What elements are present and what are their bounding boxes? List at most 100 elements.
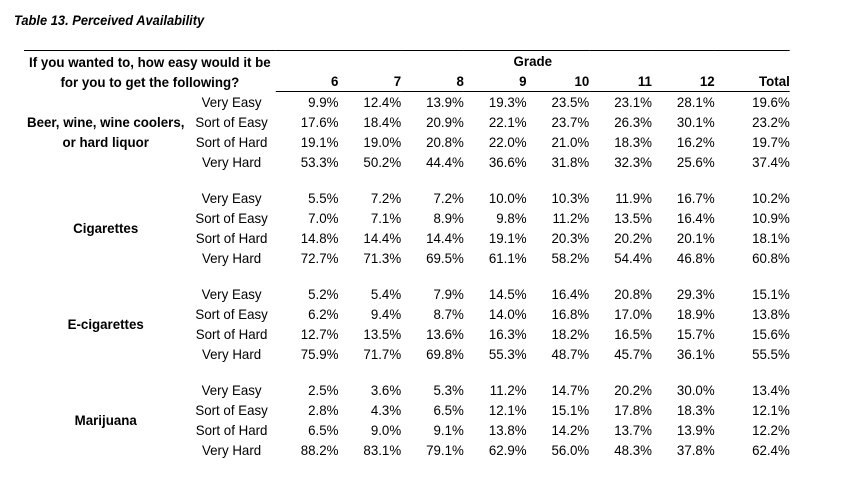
value-cell: 5.5%	[308, 190, 339, 206]
value-cell: 13.5%	[363, 326, 402, 342]
value-cell: 20.9%	[426, 114, 464, 130]
grade-header: Grade	[275, 50, 790, 71]
value-cell: 6.5%	[433, 402, 464, 418]
response-label: Very Hard	[202, 154, 262, 170]
column-header-9: 9	[463, 71, 527, 92]
value-cell: 16.5%	[614, 326, 652, 342]
value-cell: 2.8%	[308, 402, 339, 418]
value-cell: 29.3%	[676, 286, 715, 302]
value-cell: 10.2%	[752, 190, 790, 206]
response-label: Very Hard	[202, 346, 262, 362]
table-row: Beer, wine, wine coolers, or hard liquor…	[24, 92, 790, 150]
value-cell: 9.8%	[496, 210, 527, 226]
value-cell: 60.8%	[752, 250, 790, 266]
value-cell: 9.4%	[370, 306, 402, 322]
value-cell: 13.9%	[676, 422, 715, 438]
value-cell: 14.4%	[426, 230, 464, 246]
value-cell: 2.5%	[308, 382, 339, 398]
value-cell: 14.2%	[551, 422, 590, 438]
value-cell: 46.8%	[676, 250, 715, 266]
perceived-availability-table: If you wanted to, how easy would it be f…	[24, 50, 790, 460]
table-row: Very Hard 88.2% 83.1% 79.1% 62.9% 56.0% 48.3% 3…	[24, 440, 790, 460]
value-cell: 17.8%	[614, 402, 652, 418]
value-cell: 4.3%	[370, 402, 402, 418]
value-cell: 7.1%	[370, 210, 402, 226]
value-cell: 17.6%	[300, 114, 339, 130]
value-cell: 22.1%	[488, 114, 527, 130]
value-cell: 71.7%	[363, 346, 402, 362]
value-cell: 12.4%	[363, 94, 402, 110]
value-cell: 18.3%	[676, 402, 715, 418]
value-cell: 23.7%	[551, 114, 590, 130]
response-label: Very Easy	[201, 286, 262, 302]
table-row: Sort of Easy 2.8% 4.3% 6.5% 12.1% 15.1% 17.8% 1…	[24, 400, 790, 420]
value-cell: 20.1%	[676, 230, 715, 246]
value-cell: 79.1%	[426, 442, 464, 458]
column-header-10: 10	[526, 71, 590, 92]
value-cell: 18.4%	[363, 114, 402, 130]
value-cell: 21.0%	[551, 134, 590, 150]
value-cell: 58.2%	[551, 250, 590, 266]
value-cell: 12.2%	[752, 422, 790, 438]
value-cell: 53.3%	[300, 154, 339, 170]
value-cell: 6.2%	[308, 306, 339, 322]
table-title: Table 13. Perceived Availability	[14, 12, 205, 28]
value-cell: 18.1%	[752, 230, 790, 246]
value-cell: 56.0%	[551, 442, 590, 458]
value-cell: 31.8%	[551, 154, 590, 170]
value-cell: 12.1%	[752, 402, 790, 418]
value-cell: 13.8%	[488, 422, 527, 438]
value-cell: 5.3%	[433, 382, 464, 398]
value-cell: 14.7%	[551, 382, 590, 398]
value-cell: 12.1%	[488, 402, 527, 418]
column-header-8: 8	[401, 71, 464, 92]
value-cell: 71.3%	[363, 250, 402, 266]
table-row: Cigarettes Very Easy 5.5% 7.2% 7.2% 10.0% 10.3…	[24, 188, 790, 236]
value-cell: 55.5%	[752, 346, 790, 362]
value-cell: 50.2%	[363, 154, 402, 170]
value-cell: 12.7%	[300, 326, 339, 342]
value-cell: 88.2%	[300, 442, 339, 458]
value-cell: 13.9%	[426, 94, 464, 110]
value-cell: 13.5%	[614, 210, 652, 226]
value-cell: 37.4%	[752, 154, 790, 170]
value-cell: 18.9%	[676, 306, 715, 322]
value-cell: 15.1%	[551, 402, 590, 418]
value-cell: 9.1%	[433, 422, 464, 438]
table-row: Very Hard 75.9% 71.7% 69.8% 55.3% 48.7% 45.7% 3…	[24, 344, 790, 364]
value-cell: 48.7%	[551, 346, 590, 362]
value-cell: 9.0%	[370, 422, 402, 438]
value-cell: 61.1%	[488, 250, 527, 266]
response-label: Very Easy	[201, 93, 262, 110]
value-cell: 23.5%	[551, 94, 590, 110]
response-label: Sort of Hard	[195, 326, 268, 342]
table-row: Sort of Easy 17.6% 18.4% 20.9% 22.1% 23.7% 26.…	[24, 112, 789, 132]
value-cell: 11.2%	[489, 382, 527, 398]
value-cell: 5.2%	[308, 286, 339, 302]
table-row: Sort of Hard 19.1% 19.0% 20.8% 22.0% 21.0% 18.…	[24, 132, 790, 152]
table-row: Marijuana Very Easy 2.5% 3.6% 5.3% 11.2% 14.7%…	[24, 380, 790, 428]
substance-label: Marijuana	[74, 412, 137, 428]
column-header-6: 6	[275, 71, 339, 92]
question-header: If you wanted to, how easy would it be f…	[24, 50, 276, 92]
value-cell: 69.5%	[426, 250, 464, 266]
value-cell: 54.4%	[614, 250, 652, 266]
column-header-total: Total	[714, 71, 790, 92]
value-cell: 14.5%	[488, 286, 527, 302]
value-cell: 15.6%	[752, 326, 790, 342]
value-cell: 16.7%	[676, 190, 715, 206]
value-cell: 9.9%	[308, 94, 339, 110]
value-cell: 32.3%	[614, 154, 652, 170]
response-label: Sort of Easy	[195, 402, 268, 418]
value-cell: 14.4%	[363, 230, 402, 246]
value-cell: 16.4%	[676, 210, 715, 226]
response-label: Very Easy	[201, 190, 262, 206]
value-cell: 25.6%	[676, 154, 715, 170]
value-cell: 13.7%	[614, 422, 652, 438]
column-header-11: 11	[589, 71, 652, 92]
value-cell: 7.2%	[370, 190, 402, 206]
value-cell: 83.1%	[363, 442, 402, 458]
table-row: E-cigarettes Very Easy 5.2% 5.4% 7.9% 14.5% 16…	[24, 284, 790, 332]
response-label: Sort of Hard	[195, 134, 268, 150]
value-cell: 20.8%	[426, 134, 464, 150]
